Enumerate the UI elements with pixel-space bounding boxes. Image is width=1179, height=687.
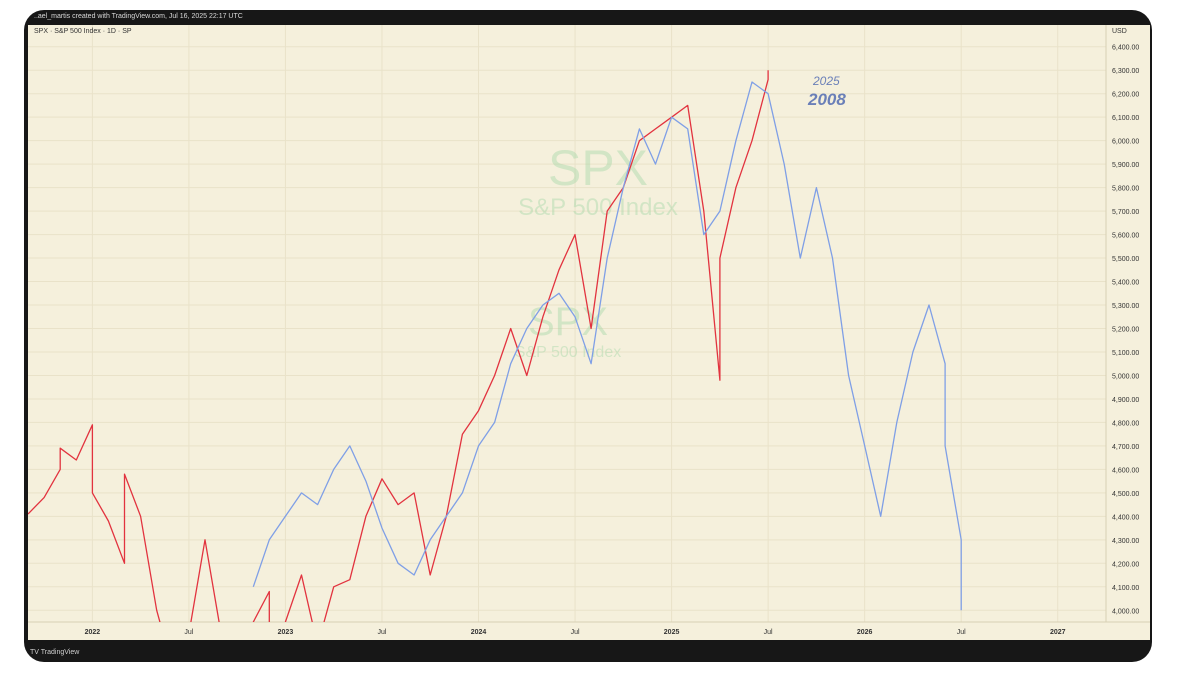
series-label-2008: 2008 — [807, 90, 846, 109]
header-caption: ..ael_martis created with TradingView.co… — [34, 13, 243, 20]
y-tick-label: 5,400.00 — [1112, 280, 1139, 287]
watermark-title: SPX — [548, 140, 648, 196]
series-label-2025: 2025 — [812, 74, 840, 88]
y-tick-label: 5,700.00 — [1112, 209, 1139, 216]
series-line-2025 — [28, 70, 769, 622]
y-tick-label: 6,000.00 — [1112, 139, 1139, 146]
y-tick-label: 4,500.00 — [1112, 491, 1139, 498]
y-tick-label: 4,200.00 — [1112, 561, 1139, 568]
watermark-subtitle: S&P 500 Index — [518, 194, 678, 221]
x-tick-label: Jul — [571, 629, 580, 636]
y-tick-label: 4,300.00 — [1112, 538, 1139, 545]
series-line-2008 — [252, 81, 962, 611]
symbol-line: SPX · S&P 500 Index · 1D · SP — [34, 28, 132, 35]
y-tick-label: 5,200.00 — [1112, 327, 1139, 334]
chart-area[interactable]: SPX · S&P 500 Index · 1D · SP 6,400.00 6,… — [28, 25, 1150, 640]
y-tick-label: 6,400.00 — [1112, 45, 1139, 52]
y-tick-label: 4,800.00 — [1112, 420, 1139, 427]
x-tick-label: Jul — [764, 629, 773, 636]
y-tick-label: 5,900.00 — [1112, 162, 1139, 169]
y-tick-label: 4,000.00 — [1112, 608, 1139, 615]
y-tick-label: 6,300.00 — [1112, 68, 1139, 75]
x-tick-label: 2022 — [85, 629, 101, 636]
footer-brand: TV TradingView — [30, 649, 80, 656]
y-tick-label: 5,500.00 — [1112, 256, 1139, 263]
y-tick-label: 4,100.00 — [1112, 585, 1139, 592]
y-tick-label: 5,600.00 — [1112, 233, 1139, 240]
price-chart[interactable]: 6,400.00 6,300.00 6,200.00 6,100.00 6,000.00… — [28, 25, 1150, 640]
y-tick-label: 5,000.00 — [1112, 373, 1139, 380]
y-tick-label: 4,900.00 — [1112, 397, 1139, 404]
y-tick-label: 6,100.00 — [1112, 115, 1139, 122]
x-tick-label: Jul — [184, 629, 193, 636]
y-tick-label: 6,200.00 — [1112, 92, 1139, 99]
y-tick-label: 5,800.00 — [1112, 186, 1139, 193]
currency-label: USD — [1112, 28, 1127, 35]
y-tick-label: 5,100.00 — [1112, 350, 1139, 357]
x-tick-label: 2023 — [278, 629, 294, 636]
y-tick-label: 4,400.00 — [1112, 514, 1139, 521]
x-tick-label: 2027 — [1050, 629, 1066, 636]
x-tick-label: 2026 — [857, 629, 873, 636]
x-tick-label: Jul — [957, 629, 966, 636]
watermark-subtitle: S&P 500 Index — [515, 344, 621, 361]
screenshot-frame: ..ael_martis created with TradingView.co… — [24, 10, 1152, 662]
x-tick-label: 2024 — [471, 629, 487, 636]
y-tick-label: 4,700.00 — [1112, 444, 1139, 451]
x-tick-label: Jul — [377, 629, 386, 636]
y-tick-label: 5,300.00 — [1112, 303, 1139, 310]
x-tick-label: 2025 — [664, 629, 680, 636]
y-tick-label: 4,600.00 — [1112, 467, 1139, 474]
